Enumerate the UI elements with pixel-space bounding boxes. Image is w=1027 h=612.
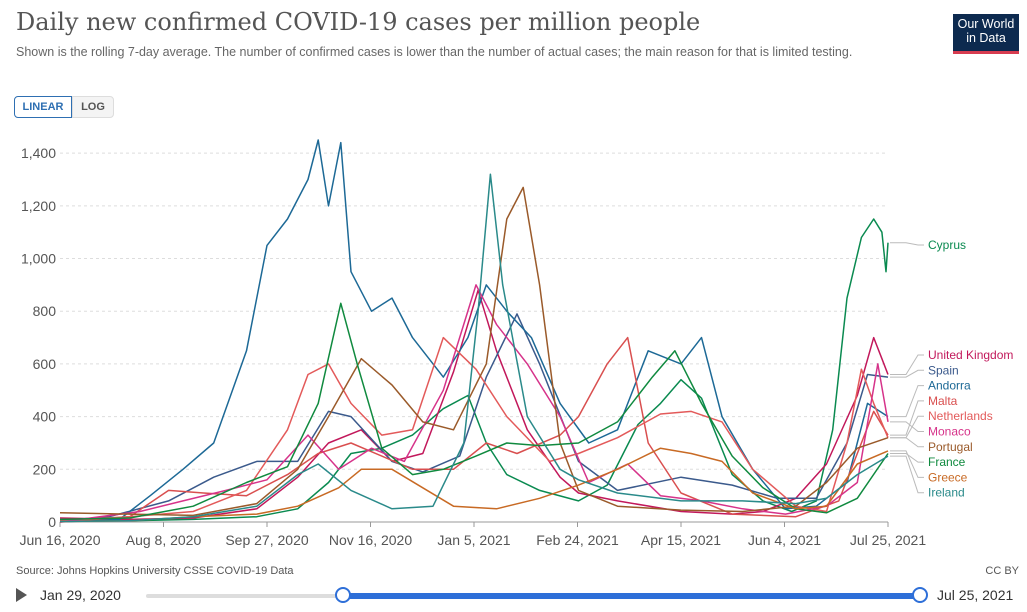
legend-connector [890, 385, 924, 418]
y-tick-label: 600 [33, 356, 57, 372]
legend-label-france: France [928, 455, 966, 469]
series-line-ireland [59, 173, 889, 523]
y-tick-label: 200 [33, 461, 57, 477]
logo-line-1: Our World [957, 17, 1015, 31]
x-tick-label: Sep 27, 2020 [225, 532, 309, 548]
series-line-cyprus [60, 218, 889, 522]
owid-logo[interactable]: Our World in Data [953, 14, 1019, 54]
y-tick-label: 1,000 [21, 251, 56, 267]
legend-label-malta: Malta [928, 394, 958, 408]
legend-label-portugal: Portugal [928, 440, 973, 454]
line-chart: 0 200 400 600 800 1,000 1,200 1,400 Jun 16, 202… [20, 139, 1013, 548]
legend-connector [890, 453, 924, 463]
gridlines [60, 152, 888, 523]
y-tick-label: 1,200 [21, 198, 56, 214]
series-line-greece [59, 447, 889, 523]
timeline-start-label: Jan 29, 2020 [40, 587, 121, 603]
legend-connector [890, 450, 924, 478]
timeline-end-label: Jul 25, 2021 [937, 587, 1014, 603]
legend-connector [890, 415, 924, 439]
legend-connector [890, 455, 924, 494]
series-lines [59, 139, 889, 523]
legend-label-cyprus: Cyprus [928, 238, 966, 252]
logo-line-2: in Data [966, 31, 1006, 45]
license-link[interactable]: CC BY [985, 565, 1019, 577]
legend-connector [890, 421, 924, 432]
y-tick-label: 400 [33, 409, 57, 425]
legend-label-netherlands: Netherlands [928, 409, 993, 423]
legend-connector [890, 354, 924, 375]
series-line-monaco [59, 284, 889, 523]
legend-connector [890, 242, 924, 246]
series-line-malta [59, 336, 889, 523]
series-line-france [59, 302, 889, 521]
x-tick-label: Jun 4, 2021 [748, 532, 821, 548]
legend-label-greece: Greece [928, 470, 968, 484]
x-tick-label: Apr 15, 2021 [641, 532, 721, 548]
y-axis-ticks: 0 200 400 600 800 1,000 1,200 1,400 [21, 145, 56, 530]
timeline-start-handle[interactable] [335, 587, 351, 603]
legend-label-monaco: Monaco [928, 425, 971, 439]
y-tick-label: 0 [48, 514, 56, 530]
legend-connector [890, 400, 924, 436]
series-line-portugal [59, 186, 889, 517]
play-icon[interactable] [16, 588, 27, 602]
timeline-end-handle[interactable] [912, 587, 928, 603]
x-axis-ticks: Jun 16, 2020 Aug 8, 2020 Sep 27, 2020 Nov 1… [20, 522, 926, 548]
legend-label-united-kingdom: United Kingdom [928, 348, 1013, 362]
legend-label-andorra: Andorra [928, 379, 971, 393]
timeline-selected-range [343, 593, 920, 599]
x-tick-label: Jun 16, 2020 [20, 532, 101, 548]
legend-label-ireland: Ireland [928, 486, 965, 500]
legend-connector [890, 369, 924, 378]
series-line-united-kingdom [59, 289, 889, 521]
chart-title: Daily new confirmed COVID-19 cases per m… [16, 8, 701, 36]
x-tick-label: Feb 24, 2021 [536, 532, 619, 548]
y-tick-label: 800 [33, 303, 57, 319]
linear-scale-button[interactable]: LINEAR [14, 96, 72, 118]
x-tick-label: Jan 5, 2021 [437, 532, 510, 548]
legend-connector [890, 437, 924, 448]
series-line-netherlands [59, 336, 889, 522]
x-tick-label: Nov 16, 2020 [329, 532, 412, 548]
log-scale-button[interactable]: LOG [72, 96, 114, 118]
source-note[interactable]: Source: Johns Hopkins University CSSE CO… [16, 565, 294, 577]
x-tick-label: Jul 25, 2021 [850, 532, 926, 548]
legend-label-spain: Spain [928, 363, 959, 377]
series-line-spain [59, 313, 889, 522]
chart-subtitle: Shown is the rolling 7-day average. The … [16, 45, 853, 59]
x-tick-label: Aug 8, 2020 [126, 532, 202, 548]
y-tick-label: 1,400 [21, 145, 56, 161]
series-line-andorra [59, 139, 889, 523]
